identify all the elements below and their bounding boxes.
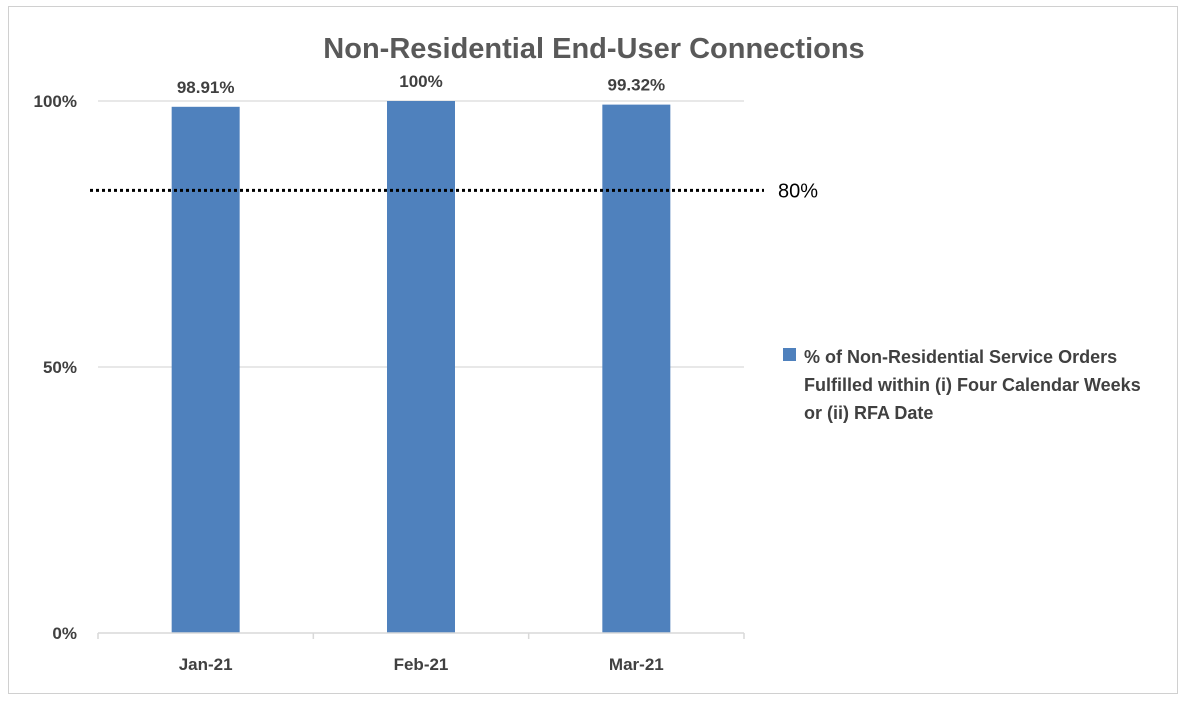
data-label: 100%: [399, 72, 442, 91]
data-label: 98.91%: [177, 78, 235, 97]
x-tick-label: Jan-21: [179, 655, 233, 674]
bar: [171, 106, 240, 633]
reference-line-label: 80%: [778, 180, 818, 202]
data-label: 99.32%: [607, 76, 665, 95]
y-tick-label: 100%: [34, 92, 77, 111]
reference-line-group: 80%: [90, 180, 818, 202]
bar: [387, 101, 455, 633]
x-tick-label: Feb-21: [394, 655, 449, 674]
labels: 0% 50% 100% 98.91% Jan-21 100% Feb-21 99.32% Mar…: [34, 72, 666, 674]
x-tick-label: Mar-21: [609, 655, 664, 674]
bar: [602, 104, 671, 633]
y-tick-label: 50%: [43, 358, 77, 377]
y-tick-label: 0%: [52, 624, 77, 643]
x-axis: [97, 632, 745, 639]
legend-label: % of Non-Residential Service Orders Fulf…: [804, 347, 1141, 423]
chart-title: Non-Residential End-User Connections: [323, 33, 864, 65]
legend-swatch: [783, 348, 796, 361]
